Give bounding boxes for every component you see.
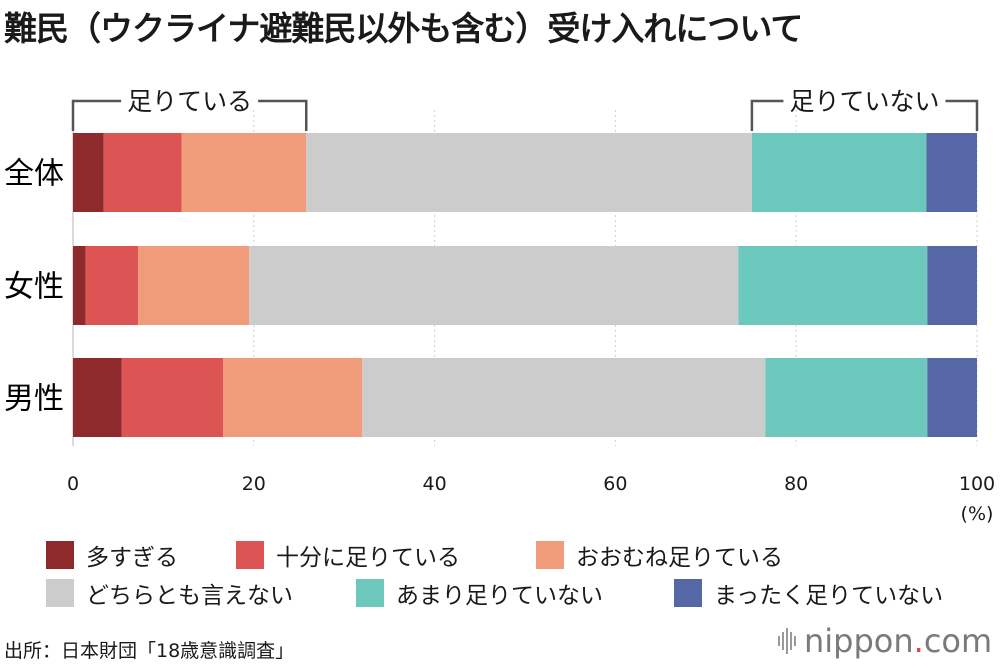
bar-segment — [927, 246, 977, 325]
x-tick-label: 20 — [242, 473, 266, 495]
bar-segment — [73, 133, 104, 212]
legend-item: 十分に足りている — [236, 538, 460, 572]
bar-segment — [926, 133, 977, 212]
legend-row: 多すぎる 十分に足りている おおむね足りている — [46, 536, 996, 574]
bar-segment — [73, 246, 86, 325]
bar-segment — [73, 358, 122, 437]
legend-item: まったく足りていない — [674, 576, 943, 610]
bars — [73, 133, 977, 437]
legend-swatch — [536, 541, 564, 569]
x-tick-label: 80 — [784, 473, 808, 495]
category-label: 女性 — [4, 270, 64, 305]
logo-tld: com — [923, 622, 993, 660]
bracket-enough-label: 足りている — [127, 87, 252, 116]
legend-label: 十分に足りている — [276, 545, 460, 571]
bar-segment — [306, 133, 752, 212]
legend-label: あまり足りていない — [396, 583, 603, 609]
chart-title: 難民（ウクライナ避難民以外も含む）受け入れについて — [4, 9, 803, 48]
legend-label: 多すぎる — [86, 545, 178, 571]
bar-segment — [121, 358, 224, 437]
bracket-enough-right-arm — [258, 99, 308, 131]
x-tick-label: 60 — [603, 473, 627, 495]
legend-swatch — [46, 579, 74, 607]
x-axis-unit: (%) — [961, 503, 994, 525]
x-tick-label: 0 — [67, 473, 79, 495]
legend-item: あまり足りていない — [356, 576, 603, 610]
nippon-logo: nippon. com — [778, 622, 992, 660]
bar-segment — [138, 246, 250, 325]
legend-swatch — [674, 579, 702, 607]
legend-item: 多すぎる — [46, 538, 178, 572]
source-note: 出所：日本財団「18歳意識調査」 — [4, 640, 295, 662]
legend-item: どちらとも言えない — [46, 576, 293, 610]
bar-segment — [85, 246, 139, 325]
bracket-not-enough-right-arm — [945, 99, 979, 131]
legend-item: おおむね足りている — [536, 538, 783, 572]
category-label: 全体 — [4, 157, 64, 192]
bar-segment — [223, 358, 363, 437]
bar-segment — [738, 246, 928, 325]
legend-row: どちらとも言えない あまり足りていない まったく足りていない — [46, 574, 996, 612]
x-tick-labels: 0 20 40 60 80 100 — [67, 473, 995, 495]
bracket-not-enough-left-arm — [750, 99, 784, 131]
logo-mark-icon — [778, 626, 798, 656]
x-tick-label: 100 — [959, 473, 995, 495]
legend-swatch — [356, 579, 384, 607]
bar-segment — [249, 246, 739, 325]
legend: 多すぎる 十分に足りている おおむね足りているどちらとも言えない あまり足りていない ま… — [46, 536, 996, 612]
bar-segment — [103, 133, 182, 212]
bracket-not-enough-label: 足りていない — [789, 87, 939, 116]
legend-label: まったく足りていない — [714, 583, 944, 609]
legend-label: おおむね足りている — [576, 545, 783, 571]
category-label: 男性 — [4, 382, 64, 417]
bracket-enough-left-arm — [71, 99, 122, 131]
bar-segment — [181, 133, 307, 212]
legend-swatch — [46, 541, 74, 569]
bar-segment — [362, 358, 766, 437]
bar-segment — [927, 358, 977, 437]
range-brackets: 足りている 足りていない — [71, 87, 979, 131]
bar-segment — [751, 133, 927, 212]
legend-label: どちらとも言えない — [86, 583, 293, 609]
bar-segment — [765, 358, 928, 437]
x-tick-label: 40 — [423, 473, 447, 495]
logo-name: nippon — [804, 622, 914, 660]
legend-swatch — [236, 541, 264, 569]
logo-dot: . — [913, 622, 924, 660]
